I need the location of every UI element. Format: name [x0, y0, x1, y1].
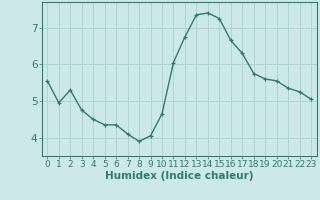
X-axis label: Humidex (Indice chaleur): Humidex (Indice chaleur) [105, 171, 253, 181]
